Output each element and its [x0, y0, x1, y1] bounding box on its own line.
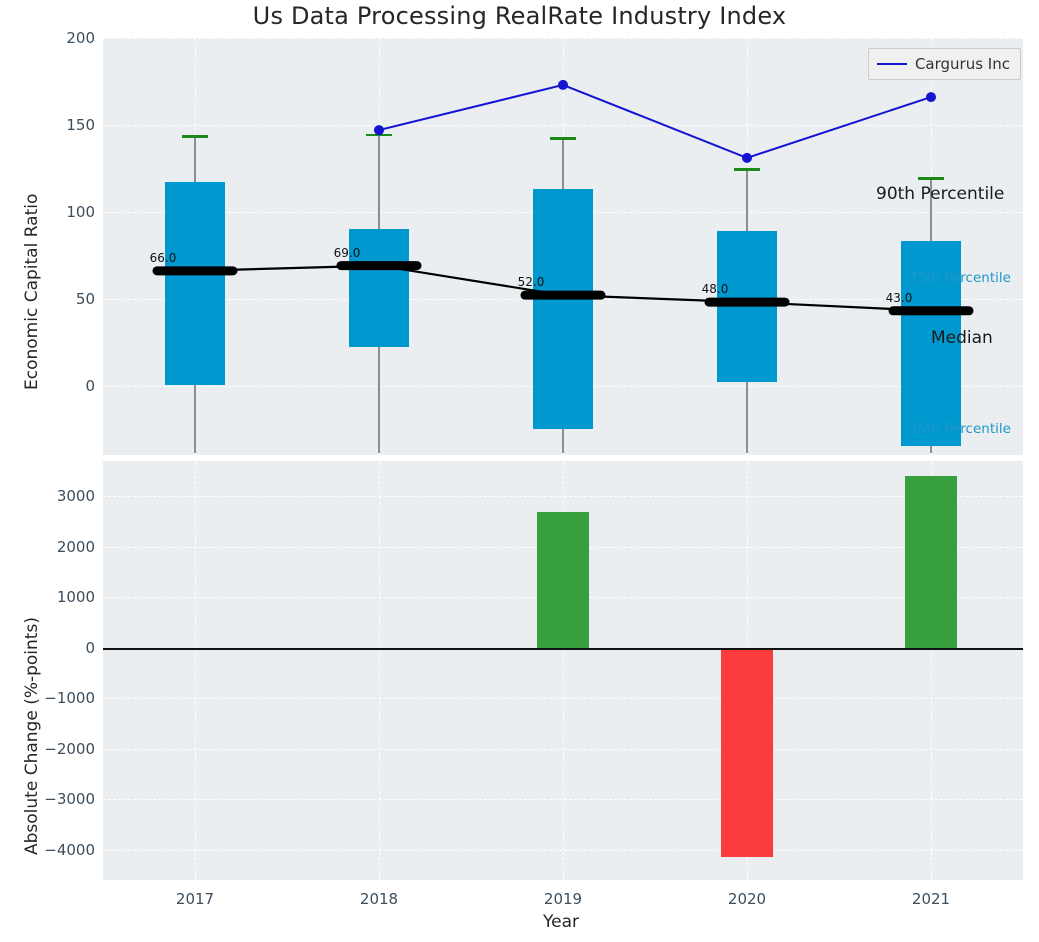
x-tick-label: 2017	[175, 890, 215, 908]
panel-economic-capital-ratio: 66.0 69.0 52.0 48.0 43.0 90th Percentile 75t…	[103, 38, 1023, 455]
median-value-label: 66.0	[149, 250, 177, 265]
y-tick-label: 50	[75, 289, 95, 308]
p90-tick	[366, 133, 392, 137]
chart-legend[interactable]: Cargurus Inc	[867, 48, 1021, 80]
y-tick-label: 100	[66, 202, 95, 221]
median-value-label: 69.0	[333, 245, 361, 260]
p90-tick	[550, 137, 576, 140]
y-tick-label: 2000	[56, 537, 95, 556]
absolute-change-bar	[537, 511, 589, 648]
gridline-vertical	[195, 461, 196, 880]
y-tick-label: −4000	[44, 840, 95, 859]
box-iqr	[165, 182, 225, 386]
x-tick-label: 2020	[727, 890, 767, 908]
chart-title: Us Data Processing RealRate Industry Ind…	[252, 2, 787, 30]
annotation-75th-percentile: 75th Percentile	[909, 270, 1011, 286]
y-tick-label: −3000	[44, 790, 95, 809]
y-axis-label-economic-capital-ratio: Economic Capital Ratio	[22, 193, 42, 390]
y-tick-label: 200	[66, 29, 95, 47]
y-tick-label: 1000	[56, 588, 95, 607]
absolute-change-bar	[721, 647, 773, 858]
annotation-25th-percentile: 25th Percentile	[909, 421, 1011, 437]
panel-absolute-change	[103, 461, 1023, 880]
zero-baseline	[103, 647, 1023, 650]
y-tick-label: 0	[85, 638, 95, 657]
p90-tick	[918, 177, 944, 180]
gridline-vertical	[563, 461, 564, 880]
absolute-change-bar	[905, 476, 957, 648]
x-tick-label: 2019	[543, 890, 583, 908]
x-axis-label-year: Year	[543, 912, 579, 932]
y-tick-label: 0	[85, 376, 95, 395]
p90-tick	[182, 135, 208, 138]
p90-tick	[734, 168, 760, 171]
box-iqr	[533, 189, 593, 429]
median-value-label: 43.0	[885, 290, 913, 305]
median-value-label: 48.0	[701, 282, 729, 297]
gridline-vertical	[931, 461, 932, 880]
annotation-90th-percentile: 90th Percentile	[876, 184, 1005, 204]
y-tick-label: 3000	[56, 487, 95, 506]
median-value-label: 52.0	[517, 275, 545, 290]
x-tick-label: 2021	[911, 890, 951, 908]
legend-label-cargurus-inc: Cargurus Inc	[914, 55, 1010, 73]
annotation-median: Median	[931, 328, 993, 348]
x-tick-label: 2018	[359, 890, 399, 908]
y-tick-label: −1000	[44, 689, 95, 708]
legend-line-swatch	[876, 63, 907, 65]
box-iqr	[717, 230, 777, 383]
y-axis-label-absolute-change: Absolute Change (%-points)	[22, 617, 42, 855]
y-tick-label: 150	[66, 115, 95, 134]
y-tick-label: −2000	[44, 739, 95, 758]
gridline-vertical	[379, 461, 380, 880]
